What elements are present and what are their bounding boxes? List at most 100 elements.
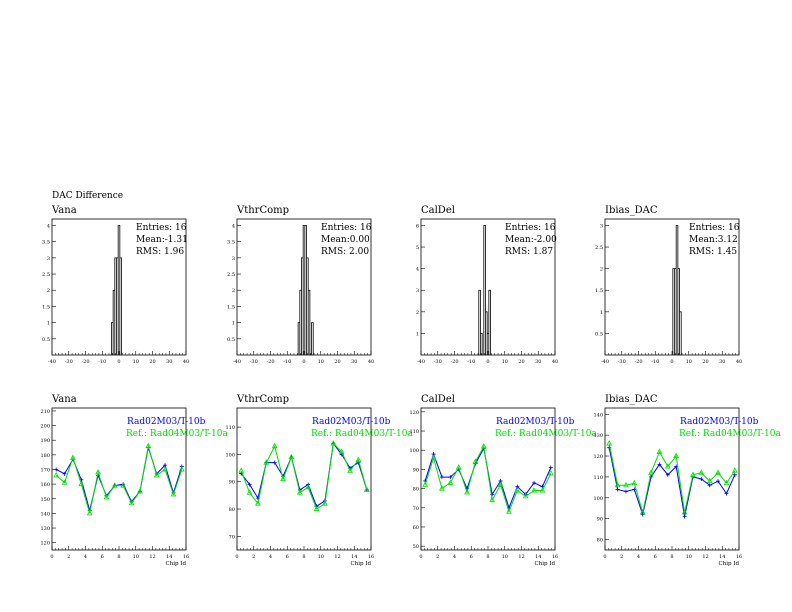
x-tick-label: 6: [470, 554, 473, 560]
x-tick-label: -40: [48, 359, 56, 365]
y-tick-label: 1: [232, 321, 235, 327]
chart-title: Ibias_DAC: [605, 394, 658, 405]
x-tick-label: 6: [101, 554, 104, 560]
data-point: [615, 487, 620, 492]
stats-line: RMS: 1.45: [689, 247, 737, 257]
x-tick-label: -20: [81, 359, 89, 365]
x-tick-label: 0: [419, 554, 422, 560]
y-tick-label: 1.5: [595, 288, 603, 294]
x-tick-label: -20: [634, 359, 642, 365]
x-tick-label: 4: [453, 554, 456, 560]
histogram-outline: [111, 225, 122, 355]
data-point: [514, 487, 521, 493]
x-axis-label: Chip Id: [535, 561, 556, 567]
data-point: [246, 489, 253, 495]
data-point: [322, 500, 328, 506]
data-point: [305, 483, 312, 490]
x-tick-label: 0: [50, 554, 53, 560]
y-tick-label: 120: [593, 454, 603, 460]
data-point: [347, 467, 353, 473]
data-point: [338, 448, 345, 454]
y-tick-label: 3.5: [42, 240, 50, 246]
x-tick-label: 2: [67, 554, 70, 560]
stats-line: RMS: 1.87: [505, 247, 553, 257]
x-tick-label: 10: [318, 359, 324, 365]
x-tick-label: 20: [149, 359, 155, 365]
data-point: [330, 440, 337, 446]
series-line: [424, 444, 552, 514]
series-line: [240, 442, 368, 508]
x-tick-label: -10: [651, 359, 659, 365]
stats-line: Entries: 16: [689, 223, 740, 233]
data-point: [422, 481, 429, 487]
data-point: [78, 480, 85, 487]
y-tick-label: 2: [47, 288, 50, 294]
y-tick-label: 120: [409, 410, 419, 416]
x-tick-label: 12: [149, 554, 155, 560]
data-point: [54, 467, 59, 472]
data-point: [706, 477, 713, 484]
data-point: [128, 499, 135, 506]
data-point: [153, 471, 160, 478]
data-point: [162, 466, 168, 472]
y-tick-label: 2.5: [595, 245, 603, 251]
y-tick-label: 1: [600, 310, 603, 316]
data-point: [640, 512, 645, 517]
data-point: [178, 466, 185, 472]
y-tick-label: 4: [232, 223, 235, 229]
y-tick-label: 90: [229, 480, 235, 486]
x-tick-label: -30: [250, 359, 258, 365]
legend-entry: Rad02M03/T-10b: [127, 417, 206, 427]
data-point: [480, 443, 487, 449]
stats-line: Mean:3.12: [689, 235, 738, 245]
y-tick-label: 1.5: [227, 304, 235, 310]
y-tick-label: 3: [47, 256, 50, 262]
y-tick-label: 70: [229, 534, 235, 540]
stats-line: Mean:-1.31: [136, 235, 188, 245]
stats-line: Mean:0.00: [321, 235, 370, 245]
x-tick-label: 40: [552, 359, 558, 365]
series-line: [240, 442, 368, 510]
x-tick-label: -20: [450, 359, 458, 365]
y-tick-label: 140: [40, 511, 50, 517]
line-chart-ibias-dac: 0 2 4 6 8 10 12 14 16 80 90 100 110 120 130 140 Chip Id R…: [593, 407, 781, 567]
data-point: [296, 489, 303, 495]
data-point: [724, 491, 729, 496]
x-tick-label: -10: [467, 359, 475, 365]
data-point: [623, 489, 628, 494]
x-axis-label: Chip Id: [351, 561, 372, 567]
data-point: [623, 481, 629, 488]
data-point: [506, 508, 512, 514]
legend-entry: Ref.: Rad04M03/T-10a: [679, 429, 781, 439]
y-tick-label: 150: [40, 497, 50, 503]
chart-title: Vana: [51, 205, 77, 216]
data-point: [681, 509, 688, 515]
data-point: [62, 471, 67, 476]
data-point: [448, 475, 453, 480]
chart-title: VthrComp: [236, 205, 289, 216]
data-point: [120, 482, 127, 488]
chart-title: CalDel: [421, 394, 455, 405]
data-point: [548, 465, 553, 470]
x-tick-label: 10: [318, 554, 324, 560]
x-tick-label: 14: [535, 554, 541, 560]
data-point: [497, 481, 504, 487]
data-point: [716, 479, 721, 484]
x-tick-label: 16: [368, 554, 374, 560]
y-tick-label: 50: [413, 544, 419, 550]
x-tick-label: -40: [417, 359, 425, 365]
data-point: [732, 472, 737, 477]
x-tick-label: -40: [601, 359, 609, 365]
data-point: [682, 514, 687, 519]
y-tick-label: 0.5: [42, 337, 50, 343]
y-tick-label: 170: [40, 467, 50, 473]
stats-line: RMS: 1.96: [136, 247, 184, 257]
stats-line: Entries: 16: [505, 223, 556, 233]
x-tick-label: 12: [702, 554, 708, 560]
data-point: [673, 452, 680, 459]
x-tick-label: 16: [183, 554, 189, 560]
data-point: [489, 496, 496, 503]
histogram-outline: [672, 225, 682, 355]
x-tick-label: 16: [552, 554, 558, 560]
y-tick-label: 160: [40, 482, 50, 488]
